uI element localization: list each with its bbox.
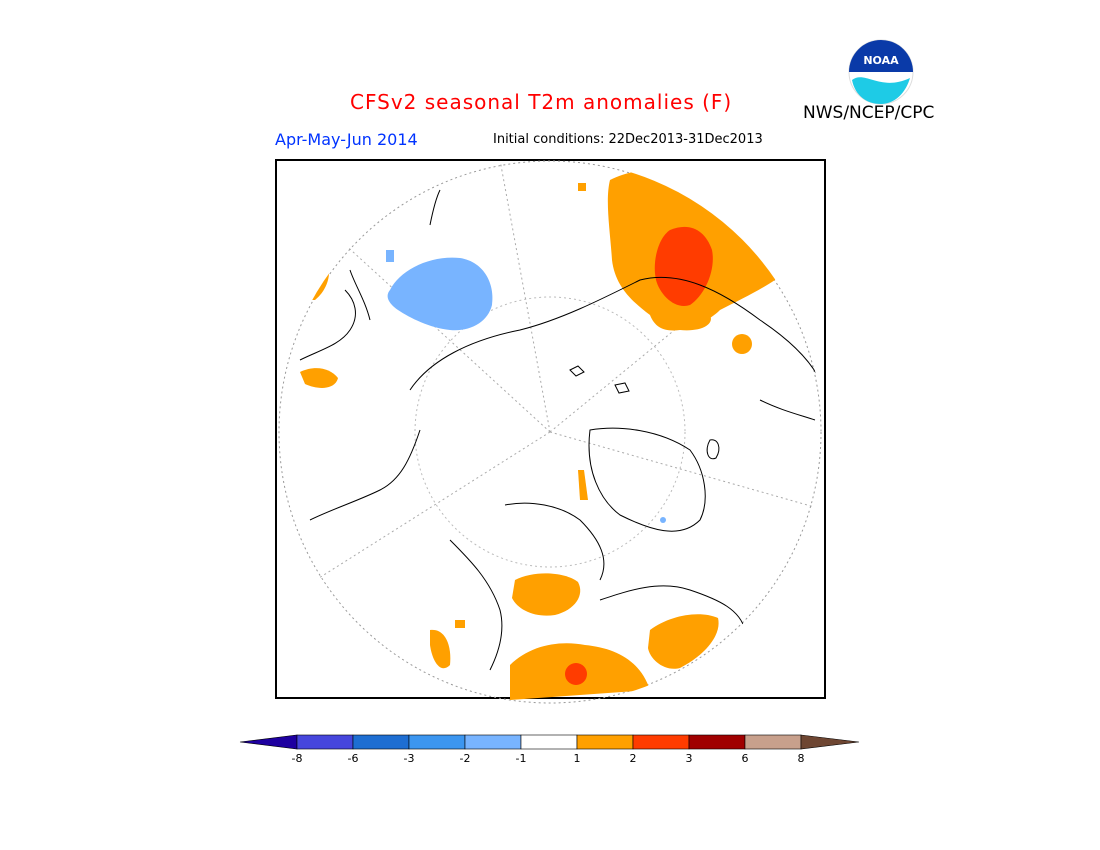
colorbar-swatch <box>744 734 802 750</box>
colorbar-swatch <box>464 734 522 750</box>
colorbar-tick-label: 1 <box>573 752 581 765</box>
noaa-logo: NOAA <box>848 39 914 105</box>
warm-anomaly-small-2 <box>578 183 586 191</box>
colorbar-arrow-low <box>239 734 298 750</box>
agency-label: NWS/NCEP/CPC <box>803 103 935 123</box>
warm-anomaly-east-siberia <box>650 307 711 331</box>
warm-anomaly-canada <box>512 573 581 616</box>
colorbar-tick-label: 8 <box>797 752 805 765</box>
warm-anomaly-small-1 <box>732 334 752 354</box>
noaa-logo-text: NOAA <box>863 54 899 67</box>
strong-warm-anomaly-siberia <box>654 226 713 306</box>
cool-anomaly-europe <box>387 257 493 331</box>
colorbar-tick-label: -2 <box>459 752 471 765</box>
colorbar-arrow-high <box>800 734 860 750</box>
colorbar-tick-label: -8 <box>291 752 303 765</box>
map-boundary-circle <box>278 160 822 704</box>
season-label: Apr-May-Jun 2014 <box>275 130 418 149</box>
colorbar-swatch <box>408 734 466 750</box>
warm-anomaly-africa-edge <box>300 368 338 388</box>
colorbar-tick-label: 6 <box>741 752 749 765</box>
colorbar-swatch <box>688 734 746 750</box>
colorbar-tick-label: 2 <box>629 752 637 765</box>
cool-anomaly-small <box>386 250 394 262</box>
strong-warm-anomaly-us <box>565 663 587 685</box>
colorbar-tick-label: -6 <box>347 752 359 765</box>
warm-anomaly-greenland-west <box>578 470 588 500</box>
warm-anomaly-pacific <box>455 620 465 628</box>
warm-anomaly-east-us <box>648 614 719 669</box>
coastlines <box>299 189 821 671</box>
map-title: CFSv2 seasonal T2m anomalies (F) <box>350 90 733 114</box>
warm-anomaly-west-coast <box>430 629 451 669</box>
colorbar-swatch <box>576 734 634 750</box>
polar-map <box>278 160 822 704</box>
colorbar-swatch <box>520 734 578 750</box>
initial-conditions-label: Initial conditions: 22Dec2013-31Dec2013 <box>493 132 763 147</box>
cool-anomaly-greenland <box>660 517 666 523</box>
colorbar-tick-label: -3 <box>403 752 415 765</box>
colorbar-swatch <box>352 734 410 750</box>
colorbar <box>239 734 860 750</box>
colorbar-swatch <box>296 734 354 750</box>
latitude-circle <box>414 296 686 568</box>
colorbar-tick-label: -1 <box>515 752 527 765</box>
colorbar-tick-label: 3 <box>685 752 693 765</box>
colorbar-swatch <box>632 734 690 750</box>
